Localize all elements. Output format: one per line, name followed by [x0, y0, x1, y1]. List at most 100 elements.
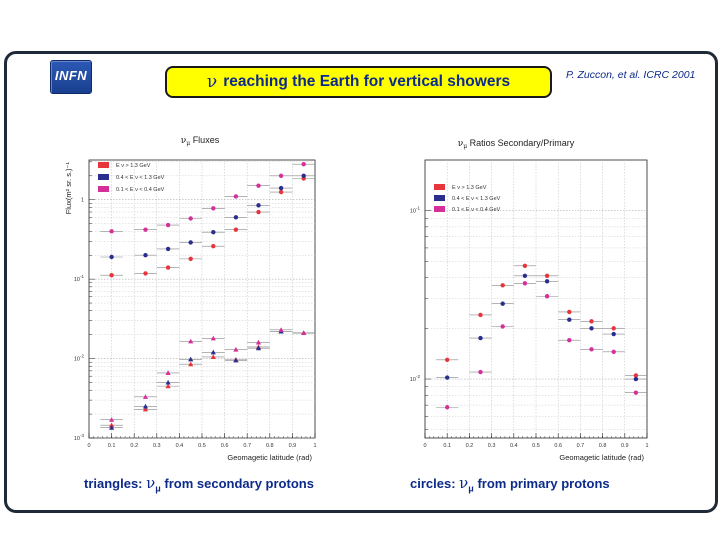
x-tick-label: 0.1 [108, 443, 116, 449]
chart-2: 0 0.1 0.2 0.3 0.4 0.5 0.6 0.7 0.8 0.9 1 10-2 10-1 νμ … [410, 138, 649, 462]
data-point-circle [522, 273, 528, 278]
data-point-triangle [109, 417, 115, 422]
legend-swatch [98, 174, 109, 180]
caption-left-nu: ν [146, 474, 156, 492]
data-point-circle [500, 301, 505, 306]
x-tick-label: 0.8 [599, 443, 607, 449]
data-point-triangle [188, 361, 194, 367]
data-point-circle [301, 161, 306, 167]
data-point-circle [233, 194, 239, 199]
infn-logo: INFN [50, 60, 92, 94]
data-point-circle [445, 375, 450, 380]
data-point-triangle [255, 339, 262, 345]
y-tick-label: 10-2 [74, 354, 85, 363]
chart-title: νμ Ratios Secondary/Primary [458, 138, 575, 150]
legend-swatch [98, 162, 109, 168]
caption-right-suffix: from primary protons [477, 476, 610, 491]
legend-swatch [434, 206, 445, 212]
y-tick-label: 1 [81, 198, 84, 204]
series-3 [436, 281, 647, 410]
y-tick-label: 10-2 [410, 374, 421, 383]
data-point-triangle [142, 394, 149, 399]
legend-label: 0.1 < E ν < 0.4 GeV [452, 207, 501, 213]
title-nu-symbol: ν [206, 72, 218, 92]
data-point-circle [567, 317, 572, 322]
data-point-circle [478, 369, 483, 375]
slide-title: ν reaching the Earth for vertical shower… [165, 66, 552, 98]
data-point-circle [522, 263, 528, 268]
series-6 [100, 327, 315, 422]
data-point-circle [143, 227, 148, 232]
data-point-circle [633, 390, 639, 395]
legend: E ν > 1.3 GeV 0.4 < E ν < 1.3 GeV 0.1 < E … [434, 184, 501, 213]
data-point-circle [500, 324, 505, 329]
data-point-circle [567, 338, 572, 343]
data-point-triangle [210, 349, 216, 355]
data-point-circle [278, 185, 284, 191]
data-point-triangle [210, 335, 216, 341]
data-point-circle [188, 216, 193, 221]
data-point-triangle [301, 330, 307, 336]
x-tick-label: 0.7 [577, 443, 585, 449]
x-tick-label: 0.6 [221, 443, 229, 449]
y-tick-label: 10-1 [410, 206, 421, 215]
data-point-circle [544, 294, 550, 299]
legend-swatch [98, 186, 109, 192]
data-point-triangle [109, 422, 115, 428]
data-point-circle [445, 357, 450, 363]
data-point-triangle [278, 327, 284, 332]
data-point-circle [165, 265, 171, 270]
data-point-circle [611, 326, 616, 331]
x-tick-label: 0.2 [130, 443, 138, 449]
data-point-circle [544, 273, 550, 278]
data-point-circle [188, 256, 193, 262]
legend: E ν > 1.3 GeV 0.4 < E ν < 1.3 GeV 0.1 < E … [98, 162, 165, 193]
data-point-circle [165, 246, 171, 252]
series-1 [100, 176, 315, 278]
data-point-circle [109, 273, 114, 278]
data-point-circle [211, 229, 216, 235]
title-text: reaching the Earth for vertical showers [223, 73, 511, 90]
legend-swatch [434, 184, 445, 190]
data-point-circle [589, 347, 594, 352]
x-tick-label: 0.7 [243, 443, 251, 449]
x-tick-label: 0.6 [554, 443, 562, 449]
data-point-circle [143, 271, 148, 276]
data-point-triangle [165, 383, 171, 389]
data-point-circle [109, 254, 114, 260]
caption-right-prefix: circles: [410, 476, 456, 491]
data-point-triangle [233, 346, 239, 352]
data-point-triangle [233, 357, 239, 363]
data-point-circle [611, 331, 616, 337]
x-axis-label: Geomagetic latitude (rad) [559, 453, 644, 462]
logo-text: INFN [54, 68, 88, 83]
data-point-circle [143, 253, 148, 258]
legend-label: E ν > 1.3 GeV [116, 163, 151, 169]
series-3 [100, 161, 315, 234]
legend-swatch [434, 195, 445, 201]
x-tick-label: 0.8 [266, 443, 274, 449]
data-point-circle [233, 215, 239, 220]
x-tick-label: 0.3 [488, 443, 496, 449]
caption-right-sub: μ [468, 483, 474, 494]
caption-left-sub: μ [155, 483, 161, 494]
x-tick-label: 0.4 [176, 443, 184, 449]
x-tick-label: 1 [313, 443, 316, 449]
data-point-circle [544, 279, 550, 284]
data-point-circle [633, 376, 639, 382]
data-point-circle [589, 319, 594, 324]
data-point-circle [188, 240, 193, 245]
legend-label: 0.4 < E ν < 1.3 GeV [116, 175, 165, 181]
data-point-triangle [165, 370, 171, 375]
x-tick-label: 0.1 [443, 443, 451, 449]
caption-left-prefix: triangles: [84, 476, 143, 491]
data-point-circle [478, 312, 483, 318]
data-point-triangle [188, 338, 194, 344]
x-tick-label: 0.5 [532, 443, 540, 449]
x-tick-label: 0.2 [466, 443, 474, 449]
caption-left-suffix: from secondary protons [164, 476, 314, 491]
data-point-circle [500, 283, 505, 288]
caption-right: circles: νμ from primary protons [410, 474, 610, 494]
legend-label: 0.4 < E ν < 1.3 GeV [452, 196, 501, 202]
